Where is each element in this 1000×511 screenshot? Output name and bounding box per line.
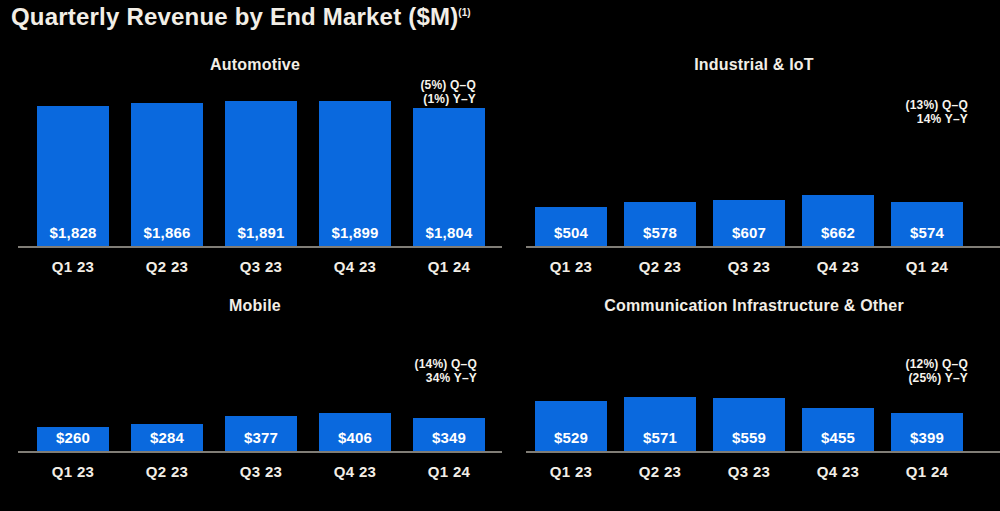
bar-value-label: $578 xyxy=(624,224,696,241)
bar-value-label: $504 xyxy=(535,224,607,241)
bar-q1-23: $1,828 xyxy=(37,106,109,246)
x-axis-line xyxy=(526,451,1000,453)
x-axis-labels: Q1 23 Q2 23 Q3 23 Q4 23 Q1 24 xyxy=(535,258,963,275)
x-tick-label: Q1 24 xyxy=(413,258,485,275)
x-axis-line xyxy=(526,246,1000,248)
x-tick-label: Q3 23 xyxy=(713,463,785,480)
x-tick-label: Q1 23 xyxy=(535,463,607,480)
bar-value-label: $399 xyxy=(891,429,963,446)
chart-industrial-iot: Industrial & IoT (13%) Q–Q 14% Y–Y $504$… xyxy=(508,50,1000,290)
annotation-line-qq: (13%) Q–Q xyxy=(906,98,969,112)
x-tick-label: Q1 23 xyxy=(37,463,109,480)
bar-value-label: $1,804 xyxy=(413,224,485,241)
bar-q1-24: $574 xyxy=(891,202,963,246)
x-axis-labels: Q1 23 Q2 23 Q3 23 Q4 23 Q1 24 xyxy=(37,463,485,480)
bar-value-label: $662 xyxy=(802,224,874,241)
x-tick-label: Q1 24 xyxy=(413,463,485,480)
bar-q4-23: $455 xyxy=(802,408,874,451)
annotation-line-yy: (25%) Y–Y xyxy=(906,371,969,385)
bar-value-label: $406 xyxy=(319,429,391,446)
x-tick-label: Q1 24 xyxy=(891,463,963,480)
bar-value-label: $607 xyxy=(713,224,785,241)
bar-value-label: $349 xyxy=(413,429,485,446)
bar-q3-23: $607 xyxy=(713,200,785,246)
bars-row: $504 $578 $607 $662 $574 xyxy=(535,195,963,246)
x-tick-label: Q3 23 xyxy=(713,258,785,275)
bar-q3-23: $559 xyxy=(713,398,785,451)
x-tick-label: Q1 23 xyxy=(535,258,607,275)
bar-value-label: $1,891 xyxy=(225,224,297,241)
x-tick-label: Q2 23 xyxy=(624,258,696,275)
bar-value-label: $529 xyxy=(535,429,607,446)
bar-q2-23: $284 xyxy=(131,424,203,451)
bar-q4-23: $1,899 xyxy=(319,101,391,246)
bar-value-label: $1,899 xyxy=(319,224,391,241)
bar-q4-23: $406 xyxy=(319,413,391,451)
bar-value-label: $559 xyxy=(713,429,785,446)
x-tick-label: Q2 23 xyxy=(624,463,696,480)
bar-value-label: $1,866 xyxy=(131,224,203,241)
x-axis-labels: Q1 23 Q2 23 Q3 23 Q4 23 Q1 24 xyxy=(535,463,963,480)
qoq-yoy-annotation: (13%) Q–Q 14% Y–Y xyxy=(906,98,969,126)
bar-value-label: $571 xyxy=(624,429,696,446)
x-axis-labels: Q1 23 Q2 23 Q3 23 Q4 23 Q1 24 xyxy=(37,258,485,275)
x-axis-line xyxy=(18,246,502,248)
page-title-text: Quarterly Revenue by End Market ($M) xyxy=(11,3,458,30)
bar-q1-23: $529 xyxy=(535,401,607,451)
bars-row: $529 $571 $559 $455 $399 xyxy=(535,397,963,451)
annotation-line-qq: (12%) Q–Q xyxy=(906,357,969,371)
bar-q1-24: $1,804 xyxy=(413,108,485,246)
x-tick-label: Q1 23 xyxy=(37,258,109,275)
bars-row: $1,828 $1,866 $1,891 $1,899 $1,804 xyxy=(37,101,485,246)
footnote-marker: (1) xyxy=(458,7,470,18)
chart-title: Mobile xyxy=(8,297,502,315)
x-tick-label: Q3 23 xyxy=(225,258,297,275)
x-tick-label: Q2 23 xyxy=(131,258,203,275)
x-tick-label: Q4 23 xyxy=(319,463,391,480)
bar-q2-23: $571 xyxy=(624,397,696,451)
chart-comm-infrastructure-other: Communication Infrastructure & Other (12… xyxy=(508,291,1000,496)
bar-q3-23: $377 xyxy=(225,416,297,451)
x-tick-label: Q2 23 xyxy=(131,463,203,480)
bar-q2-23: $1,866 xyxy=(131,103,203,246)
bars-row: $260 $284 $377 $406 $349 xyxy=(37,413,485,451)
bar-q1-24: $399 xyxy=(891,413,963,451)
x-tick-label: Q4 23 xyxy=(802,463,874,480)
bar-value-label: $574 xyxy=(891,224,963,241)
annotation-line-qq: (5%) Q–Q xyxy=(420,78,476,92)
bar-q1-23: $504 xyxy=(535,207,607,246)
bar-value-label: $284 xyxy=(131,429,203,446)
bar-value-label: $260 xyxy=(37,429,109,446)
bar-value-label: $377 xyxy=(225,429,297,446)
annotation-line-yy: 14% Y–Y xyxy=(906,112,969,126)
annotation-line-qq: (14%) Q–Q xyxy=(415,357,478,371)
x-tick-label: Q4 23 xyxy=(802,258,874,275)
qoq-yoy-annotation: (14%) Q–Q 34% Y–Y xyxy=(415,357,478,385)
bar-q2-23: $578 xyxy=(624,202,696,246)
x-tick-label: Q4 23 xyxy=(319,258,391,275)
chart-mobile: Mobile (14%) Q–Q 34% Y–Y $260 $284 $377 $40… xyxy=(8,291,502,496)
bar-q4-23: $662 xyxy=(802,195,874,246)
x-tick-label: Q3 23 xyxy=(225,463,297,480)
bar-value-label: $455 xyxy=(802,429,874,446)
annotation-line-yy: 34% Y–Y xyxy=(415,371,478,385)
bar-q1-23: $260 xyxy=(37,427,109,451)
qoq-yoy-annotation: (12%) Q–Q (25%) Y–Y xyxy=(906,357,969,385)
x-axis-line xyxy=(18,451,502,453)
chart-automotive: Automotive (5%) Q–Q (1%) Y–Y $1,828$1,86… xyxy=(8,50,502,290)
chart-title: Communication Infrastructure & Other xyxy=(508,297,1000,315)
bar-q1-24: $349 xyxy=(413,418,485,451)
chart-title: Industrial & IoT xyxy=(508,56,1000,74)
chart-title: Automotive xyxy=(8,56,502,74)
bar-q3-23: $1,891 xyxy=(225,101,297,246)
page-title: Quarterly Revenue by End Market ($M)(1) xyxy=(11,3,471,31)
bar-value-label: $1,828 xyxy=(37,224,109,241)
x-tick-label: Q1 24 xyxy=(891,258,963,275)
